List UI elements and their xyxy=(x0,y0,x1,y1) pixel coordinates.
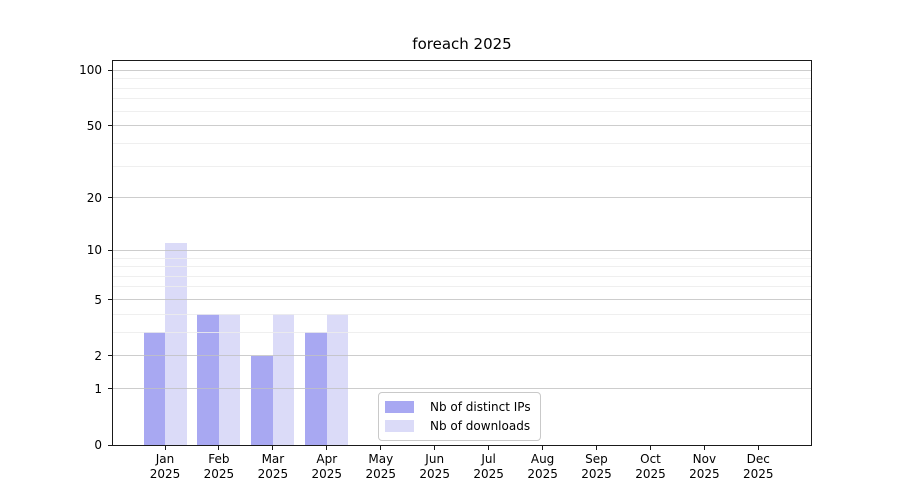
x-tick-mark-jul xyxy=(488,446,490,450)
x-tick-month: Apr xyxy=(316,452,338,466)
x-tick-month: Mar xyxy=(261,452,285,466)
gridline-major-20 xyxy=(113,197,811,199)
gridline-minor-80 xyxy=(113,87,811,89)
x-tick-label-nov: Nov 2025 xyxy=(689,452,720,482)
x-tick-year: 2025 xyxy=(635,467,666,481)
x-tick-label-sep: Sep 2025 xyxy=(581,452,612,482)
y-tick-mark-100 xyxy=(108,69,113,71)
y-tick-mark-0 xyxy=(108,444,113,446)
gridline-minor-70 xyxy=(113,98,811,100)
x-tick-mark-oct xyxy=(650,446,651,450)
x-tick-month: Nov xyxy=(692,452,717,466)
gridline-minor-9 xyxy=(113,257,811,259)
bar-series1-feb xyxy=(197,314,219,445)
gridline-minor-8 xyxy=(113,266,811,267)
x-tick-year: 2025 xyxy=(311,467,343,481)
gridline-minor-90 xyxy=(113,78,811,80)
y-tick-mark-2 xyxy=(108,355,113,357)
x-tick-mark-apr xyxy=(326,446,328,450)
gridline-major-5 xyxy=(113,299,811,300)
x-tick-label-apr: Apr 2025 xyxy=(312,452,343,482)
legend-item-2: Nb of downloads xyxy=(385,418,531,434)
gridline-minor-30 xyxy=(113,165,811,167)
gridline-minor-4 xyxy=(113,313,811,315)
x-tick-month: Feb xyxy=(208,452,230,466)
gridline-minor-3 xyxy=(113,331,811,333)
x-tick-year: 2025 xyxy=(689,467,720,481)
x-tick-label-may: May 2025 xyxy=(366,452,397,482)
x-tick-mark-may xyxy=(380,446,382,450)
plot-area xyxy=(112,60,812,446)
x-tick-mark-nov xyxy=(703,446,705,450)
bar-series2-mar xyxy=(272,314,295,445)
x-tick-label-aug: Aug 2025 xyxy=(527,452,558,482)
y-tick-mark-5 xyxy=(108,299,113,300)
x-tick-year: 2025 xyxy=(257,467,289,481)
x-tick-month: Jan xyxy=(155,452,175,466)
legend-item-1: Nb of distinct IPs xyxy=(385,399,531,415)
x-tick-month: Dec xyxy=(746,452,770,466)
y-tick-mark-50 xyxy=(108,125,113,127)
x-tick-mark-jan xyxy=(164,446,166,450)
x-tick-year: 2025 xyxy=(203,467,235,481)
y-tick-label-10: 10 xyxy=(86,243,102,258)
y-tick-label-50: 50 xyxy=(86,118,102,133)
x-tick-year: 2025 xyxy=(743,467,774,481)
x-tick-mark-dec xyxy=(757,446,759,450)
x-tick-month: May xyxy=(368,452,394,466)
y-tick-label-5: 5 xyxy=(94,292,102,307)
x-tick-label-jul: Jul 2025 xyxy=(473,452,504,482)
legend-swatch-1 xyxy=(385,401,414,413)
gridline-minor-7 xyxy=(113,275,811,277)
x-tick-month: Oct xyxy=(640,452,661,466)
legend-label-2: Nb of downloads xyxy=(430,419,531,433)
x-tick-year: 2025 xyxy=(419,467,450,481)
x-tick-year: 2025 xyxy=(365,467,397,481)
gridline-minor-6 xyxy=(113,286,811,288)
gridline-major-50 xyxy=(113,125,811,127)
bar-series2-apr xyxy=(326,314,349,445)
x-tick-mark-feb xyxy=(218,446,220,450)
y-tick-label-0: 0 xyxy=(94,438,102,452)
x-tick-label-feb: Feb 2025 xyxy=(204,452,235,482)
x-tick-year: 2025 xyxy=(473,467,504,481)
y-tick-label-20: 20 xyxy=(86,190,102,205)
y-tick-label-100: 100 xyxy=(79,63,102,78)
y-tick-mark-1 xyxy=(108,388,113,390)
x-tick-month: Jun xyxy=(425,452,445,466)
gridline-major-2 xyxy=(113,355,811,357)
legend-swatch-2 xyxy=(385,420,414,432)
x-tick-month: Sep xyxy=(585,452,608,466)
x-tick-mark-sep xyxy=(596,446,597,450)
gridline-major-1 xyxy=(113,388,811,390)
gridline-major-10 xyxy=(113,249,811,251)
bar-series2-feb xyxy=(218,314,241,445)
x-tick-label-mar: Mar 2025 xyxy=(258,452,289,482)
x-tick-label-jun: Jun 2025 xyxy=(419,452,450,482)
y-tick-mark-10 xyxy=(108,249,113,251)
gridline-major-100 xyxy=(113,69,811,71)
chart-title: foreach 2025 xyxy=(412,35,512,53)
y-tick-mark-20 xyxy=(108,197,113,199)
x-tick-year: 2025 xyxy=(149,467,181,481)
bar-series1-mar xyxy=(251,355,273,445)
x-tick-mark-mar xyxy=(272,446,274,450)
bar-series2-jan xyxy=(165,243,187,445)
x-tick-month: Aug xyxy=(530,452,555,466)
x-tick-year: 2025 xyxy=(527,467,558,481)
legend: Nb of distinct IPs Nb of downloads xyxy=(378,392,541,441)
legend-label-1: Nb of distinct IPs xyxy=(430,400,531,414)
x-tick-year: 2025 xyxy=(581,467,612,481)
gridline-minor-60 xyxy=(113,110,811,112)
y-tick-label-1: 1 xyxy=(94,381,102,396)
x-tick-mark-jun xyxy=(434,446,436,450)
x-tick-label-oct: Oct 2025 xyxy=(635,452,666,482)
x-tick-label-dec: Dec 2025 xyxy=(743,452,774,482)
x-tick-month: Jul xyxy=(481,452,496,466)
x-tick-mark-aug xyxy=(542,446,544,450)
y-tick-label-2: 2 xyxy=(94,348,102,363)
x-tick-label-jan: Jan 2025 xyxy=(150,452,181,482)
gridline-minor-40 xyxy=(113,142,811,144)
